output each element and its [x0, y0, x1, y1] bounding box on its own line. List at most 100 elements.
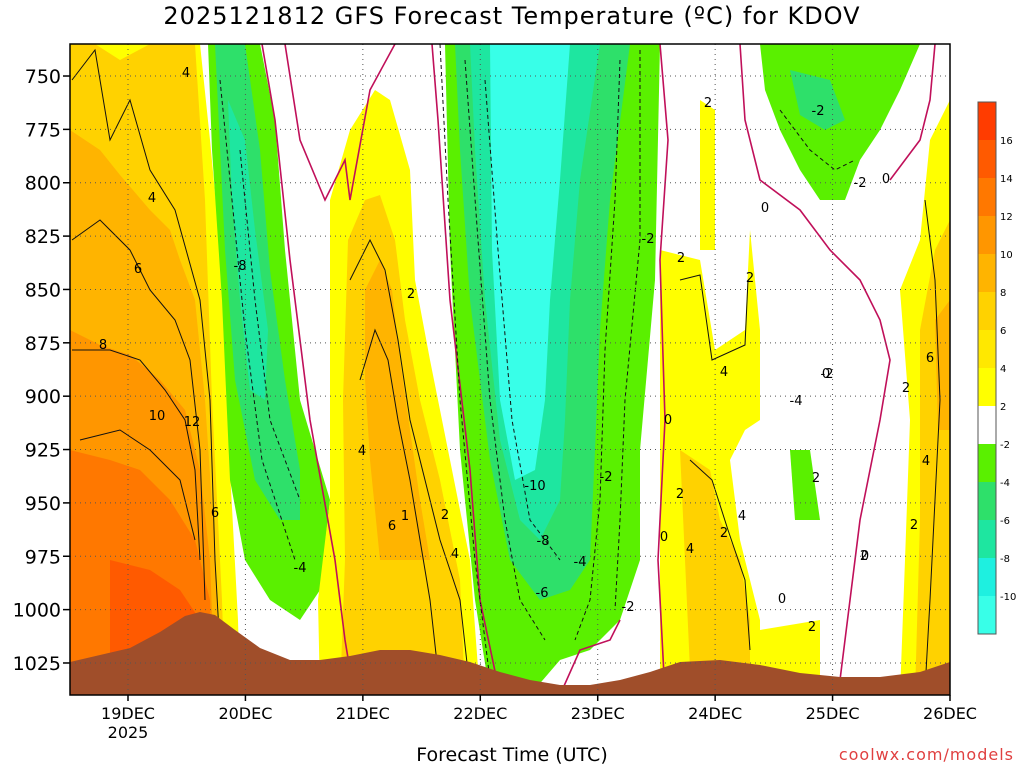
- warm-region-right-orange: [935, 300, 950, 430]
- contour-label: -6: [536, 586, 549, 601]
- contour-label: -2: [600, 470, 613, 485]
- contour-label: 6: [134, 262, 142, 277]
- contour-label: 4: [148, 191, 156, 206]
- y-tick-label: 975: [25, 546, 61, 568]
- y-tick-label: 750: [25, 66, 61, 88]
- contour-label: 4: [720, 365, 728, 380]
- contour-label: 0: [761, 201, 769, 216]
- contour-label: -8: [234, 259, 247, 274]
- colorbar-swatch: [978, 558, 996, 596]
- y-tick-label: 800: [25, 173, 61, 195]
- x-tick-label: 21DEC: [336, 704, 390, 723]
- colorbar-label: 16: [1000, 136, 1013, 147]
- contour-label: 2: [902, 381, 910, 396]
- contour-label: 2: [910, 518, 918, 533]
- contour-label: -2: [812, 104, 825, 119]
- warm-region-24dec-yellow3: [760, 620, 820, 680]
- y-tick-label: 1000: [13, 600, 61, 622]
- contour-label: 4: [922, 454, 930, 469]
- terrain: [70, 612, 950, 695]
- contour-label: -2: [622, 600, 635, 615]
- colorbar-frame: [977, 101, 997, 635]
- contour-label: 2: [808, 620, 816, 635]
- cold-contours: [219, 44, 856, 681]
- colorbar-swatch: [978, 482, 996, 520]
- contour-label: 4: [182, 66, 190, 81]
- colorbar-swatch: [978, 178, 996, 216]
- warm-contours: [71, 48, 941, 691]
- warm-region-21dec-orange: [365, 260, 430, 560]
- contour-label: 2: [407, 287, 415, 302]
- colorbar-swatch: [978, 444, 996, 482]
- colorbar-label: 6: [1000, 326, 1006, 337]
- grid: [70, 44, 950, 695]
- contour-label: 12: [184, 415, 201, 430]
- y-tick-label: 1025: [13, 653, 61, 675]
- contour-label: 2: [676, 487, 684, 502]
- colorbar-label: -2: [1000, 440, 1010, 451]
- x-tick-label: 26DEC: [923, 704, 977, 723]
- contour-label: 4: [451, 547, 459, 562]
- y-tick-label: 850: [25, 279, 61, 301]
- contour-label: -2: [821, 367, 834, 382]
- x-tick-label: 22DEC: [453, 704, 507, 723]
- y-tick-label: 900: [25, 386, 61, 408]
- colorbar-label: -8: [1000, 554, 1010, 565]
- contour-label: 2: [704, 96, 712, 111]
- cold-region-22dec-cyan: [490, 44, 570, 480]
- x-tick-label: 23DEC: [571, 704, 625, 723]
- colorbar-label: 8: [1000, 288, 1006, 299]
- contour-label: 0: [660, 530, 668, 545]
- contour-label: 6: [926, 351, 934, 366]
- zero-degree-contours: [261, 44, 936, 695]
- contour-label: 2: [441, 508, 449, 523]
- contour-label: -4: [790, 394, 803, 409]
- x-tick-label: 20DEC: [218, 704, 272, 723]
- x-tick-label: 24DEC: [688, 704, 742, 723]
- contour-label: 2: [746, 271, 754, 286]
- colorbar-label: 14: [1000, 174, 1013, 185]
- colorbar-swatch: [978, 254, 996, 292]
- contour-label: 4: [686, 542, 694, 557]
- credit-text: coolwx.com/models: [838, 745, 1014, 764]
- colorbar-swatch: [978, 330, 996, 368]
- x-year-label: 2025: [108, 723, 149, 742]
- contour-label: 6: [388, 519, 396, 534]
- contour-label: 1: [401, 509, 409, 524]
- y-tick-label: 925: [25, 440, 61, 462]
- contour-label: -4: [574, 555, 587, 570]
- x-tick-label: 19DEC: [101, 704, 155, 723]
- contour-label: -2: [642, 232, 655, 247]
- y-tick-label: 825: [25, 226, 61, 248]
- y-axis: 750 775 800 825 850 875 900 925 950 975 1000 1025: [13, 66, 70, 675]
- colorbar-swatch: [978, 596, 996, 634]
- colorbar-label: 4: [1000, 364, 1006, 375]
- colorbar-swatch: [978, 102, 996, 140]
- contour-label: 8: [99, 338, 107, 353]
- colorbar-label: 12: [1000, 212, 1013, 223]
- contour-label: 0: [822, 367, 830, 382]
- colorbar-label: 10: [1000, 250, 1013, 261]
- contour-label: 2: [720, 526, 728, 541]
- contour-label: 4: [738, 509, 746, 524]
- colorbar: 16 14 12 10 8 6 4 2 -2 -4 -6 -8 -10: [977, 101, 1016, 635]
- contour-label: 4: [358, 444, 366, 459]
- contour-label: 0: [861, 549, 869, 564]
- colorbar-label: -6: [1000, 516, 1010, 527]
- colorbar-label: -10: [1000, 592, 1016, 603]
- colorbar-label: 2: [1000, 402, 1006, 413]
- colorbar-swatch: [978, 520, 996, 558]
- contour-label: -4: [294, 561, 307, 576]
- contour-label: 10: [149, 409, 166, 424]
- contour-label: 2: [860, 549, 868, 564]
- x-axis-label: Forecast Time (UTC): [416, 744, 608, 766]
- cold-region-25dec-green2: [790, 450, 820, 520]
- contour-label: 2: [812, 471, 820, 486]
- colorbar-swatch: [978, 292, 996, 330]
- cold-region-25dec-teal: [790, 70, 845, 130]
- y-tick-label: 775: [25, 119, 61, 141]
- x-axis: 19DEC 20DEC 21DEC 22DEC 23DEC 24DEC 25DEC 26DEC…: [101, 695, 977, 742]
- contour-label: -10: [524, 479, 545, 494]
